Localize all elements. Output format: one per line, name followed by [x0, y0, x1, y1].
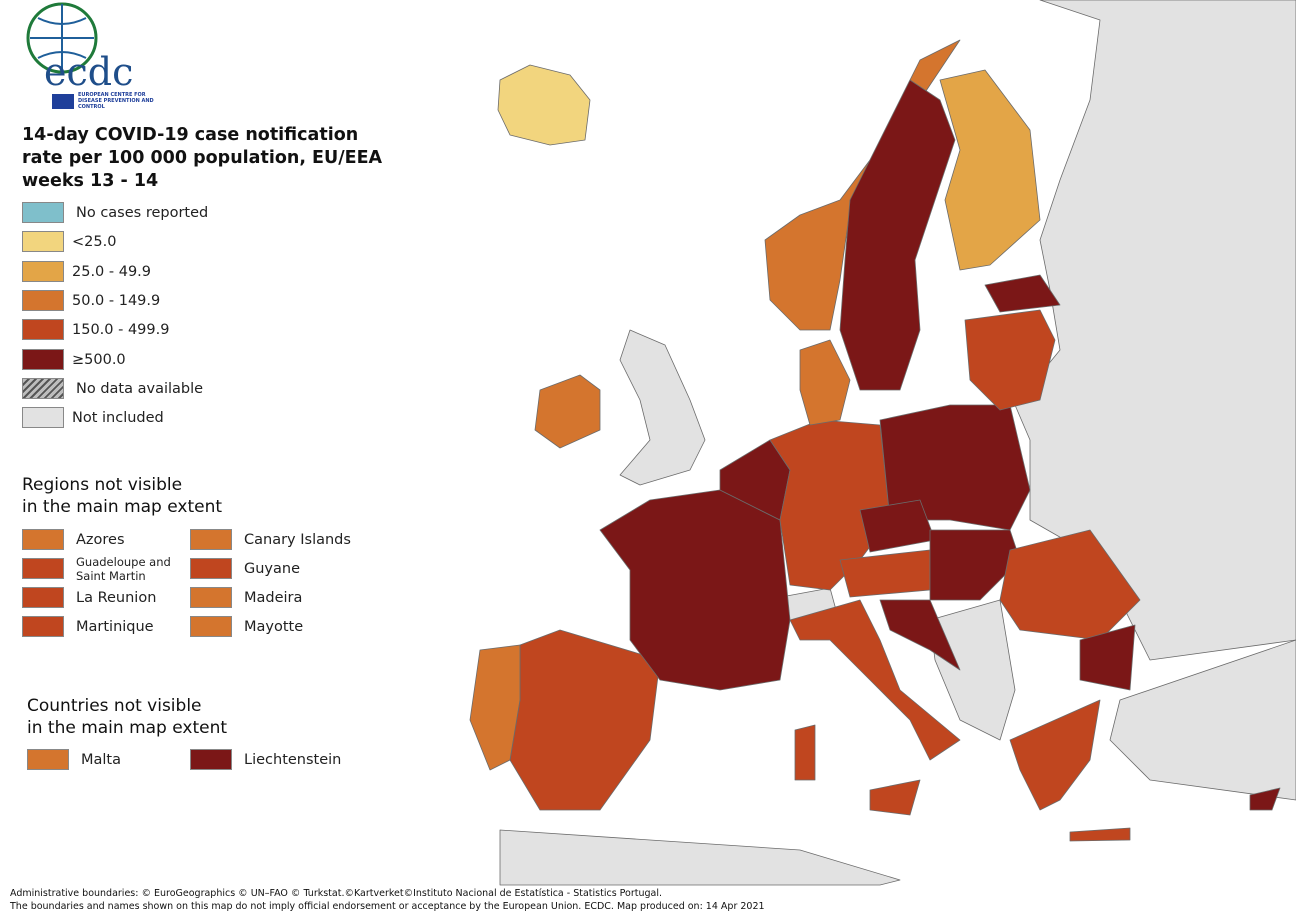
- map-area: [984, 274, 1061, 313]
- legend-swatch: [22, 616, 64, 637]
- legend-swatch: [22, 348, 64, 370]
- title-line: rate per 100 000 population, EU/EEA: [22, 148, 383, 168]
- map-area: [499, 829, 901, 886]
- map-area: [1249, 787, 1281, 811]
- map-area: [1009, 699, 1101, 811]
- logo: ecdc EUROPEAN CENTRE FOR DISEASE PREVENT…: [26, 2, 154, 110]
- footer-line: The boundaries and names shown on this m…: [10, 901, 765, 912]
- map-area: [497, 64, 591, 146]
- legend-label: Guadeloupe and Saint Martin: [76, 555, 171, 583]
- legend-swatch: [190, 587, 232, 608]
- legend-label: 50.0 - 149.9: [72, 292, 161, 309]
- legend-swatch: [22, 407, 64, 429]
- legend-swatch: [22, 377, 64, 399]
- map-area: [534, 374, 601, 449]
- title-line: weeks 13 - 14: [22, 171, 159, 191]
- legend-swatch: [22, 319, 64, 341]
- legend-swatch: [22, 260, 64, 282]
- legend-label: Not included: [72, 410, 164, 427]
- footer-line: Administrative boundaries: © EuroGeograp…: [10, 888, 663, 899]
- title-line: 14-day COVID-19 case notification: [22, 125, 359, 145]
- legend-swatch: [22, 529, 64, 550]
- legend-label: Canary Islands: [244, 532, 351, 548]
- section-heading: Regions not visible: [22, 475, 183, 495]
- map-area: [839, 79, 956, 391]
- section-heading: in the main map extent: [22, 497, 223, 517]
- map-area: [1109, 639, 1296, 801]
- map-area: [509, 629, 661, 811]
- map-area: [879, 599, 961, 671]
- legend-label: Liechtenstein: [244, 752, 342, 768]
- map-area: [1079, 624, 1136, 691]
- map-area: [869, 779, 921, 816]
- legend-swatch: [190, 616, 232, 637]
- map-area: [964, 309, 1056, 411]
- map-area: [1069, 827, 1131, 842]
- legend-label: La Reunion: [76, 590, 157, 606]
- map-area: [929, 599, 1016, 741]
- map-area: [929, 529, 1021, 601]
- legend-label: Martinique: [76, 619, 154, 635]
- legend-swatch: [22, 202, 64, 223]
- map-area: [599, 489, 791, 691]
- section-heading: in the main map extent: [27, 718, 228, 738]
- land: [469, 0, 1296, 886]
- logo-subtitle: EUROPEAN CENTRE FOR DISEASE PREVENTION A…: [78, 92, 154, 110]
- legend-label: No cases reported: [76, 205, 209, 221]
- map-area: [794, 724, 816, 781]
- map-area: [469, 644, 521, 771]
- legend-label: Azores: [76, 532, 125, 548]
- footer: Administrative boundaries: © EuroGeograp…: [10, 887, 765, 913]
- title: 14-day COVID-19 case notification rate pe…: [22, 124, 382, 193]
- map-area: [789, 599, 961, 761]
- legend-label: Malta: [81, 752, 121, 768]
- legend-label: Guyane: [244, 561, 301, 577]
- legend-label: Madeira: [244, 590, 303, 606]
- legend-swatch: [22, 289, 64, 311]
- legend-swatch: [190, 558, 232, 579]
- map-area: [799, 339, 851, 426]
- legend-label: <25.0: [72, 234, 117, 251]
- map-area: [939, 69, 1041, 271]
- map-area: [619, 329, 706, 486]
- legend-swatch: [190, 529, 232, 550]
- legend-label: 25.0 - 49.9: [72, 263, 152, 280]
- legend-swatch: [22, 558, 64, 579]
- legend-label: ≥500.0: [72, 351, 126, 368]
- logo-text: ecdc: [44, 50, 133, 94]
- section-heading: Countries not visible: [27, 696, 202, 716]
- legend-swatch: [27, 749, 69, 770]
- legend-swatch: [190, 749, 232, 770]
- legend-label: Mayotte: [244, 619, 304, 635]
- legend-swatch: [22, 231, 64, 253]
- legend-label: No data available: [76, 380, 204, 397]
- legend-swatch: [22, 587, 64, 608]
- legend-label: 150.0 - 499.9: [72, 322, 170, 339]
